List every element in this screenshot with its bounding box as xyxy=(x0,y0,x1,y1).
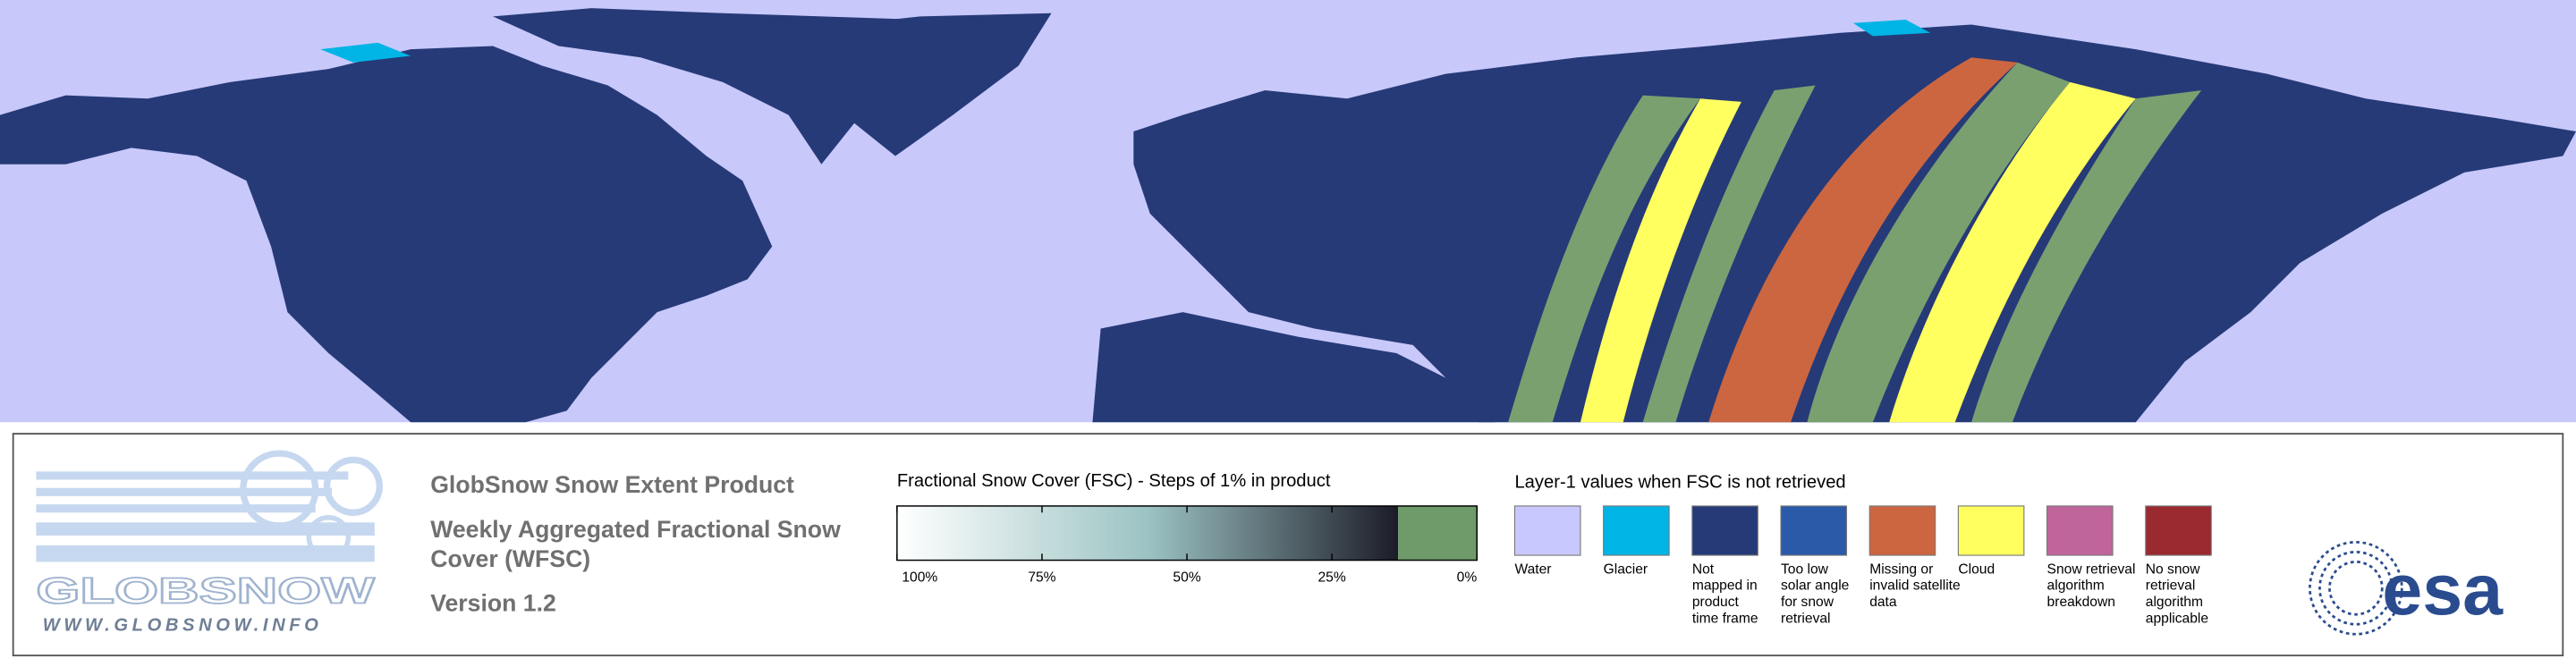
legend-swatch xyxy=(1957,505,2025,556)
colorbar-tick-label: 75% xyxy=(1028,570,1055,585)
legend-label: Cloud xyxy=(1958,561,1995,577)
legend-label: invalid satellite xyxy=(1869,578,1960,594)
legend-label: Snow retrieval xyxy=(2047,561,2136,577)
colorbar-tick-label: 50% xyxy=(1173,570,1200,585)
legend-label: data xyxy=(1869,595,1897,610)
snowflake xyxy=(240,450,319,529)
logo-stripe xyxy=(36,504,316,513)
map xyxy=(0,0,2576,423)
legend-label: algorithm xyxy=(2047,578,2105,594)
logo-stripe xyxy=(36,487,333,496)
product-subtitle: Weekly Aggregated Fractional Snow xyxy=(430,516,841,543)
swath xyxy=(1807,62,2071,423)
logo-stripe xyxy=(36,522,375,536)
colorbar-zero xyxy=(1398,505,1478,561)
legend-label: Water xyxy=(1514,561,1551,577)
greenland xyxy=(772,13,1052,156)
legend-label: retrieval xyxy=(1781,611,1831,626)
africa xyxy=(1092,312,1496,423)
colorbar-tick-label: 25% xyxy=(1318,570,1346,585)
colorbar-tick-label: 0% xyxy=(1457,570,1478,585)
legend-label: retrieval xyxy=(2146,578,2196,594)
legend-swatch xyxy=(2145,505,2212,556)
esa-ring xyxy=(2318,551,2394,626)
snowflake xyxy=(306,515,352,560)
swath xyxy=(1642,85,1816,423)
swath xyxy=(1971,90,2202,423)
legend-label: solar angle xyxy=(1781,578,1849,594)
legend-label: mapped in xyxy=(1692,578,1758,594)
legend-label: algorithm xyxy=(2146,595,2203,610)
logo-url: WWW.GLOBSNOW.INFO xyxy=(43,616,323,636)
snowflake xyxy=(323,456,383,516)
logo-name: GLOBSNOW xyxy=(36,570,376,611)
legend-label: No snow xyxy=(2146,561,2200,577)
legend-label: time frame xyxy=(1692,611,1758,626)
legend-swatch xyxy=(1780,505,1848,556)
glacier xyxy=(1852,20,1931,37)
colorbar-tick-label: 100% xyxy=(902,570,937,585)
esa-ring xyxy=(2309,540,2403,636)
colorbar-gradient xyxy=(896,505,1399,561)
legend-label: Glacier xyxy=(1604,561,1648,577)
legend-label: for snow xyxy=(1781,595,1835,610)
colorbar: 100% 75% 50% 25% 0% xyxy=(896,505,1478,585)
esa-ring xyxy=(2328,561,2384,616)
product-subtitle: Cover (WFSC) xyxy=(430,545,590,572)
north-america xyxy=(0,46,773,423)
legend-label: applicable xyxy=(2146,611,2208,626)
legend-label: product xyxy=(1692,595,1740,610)
legend-swatch xyxy=(1603,505,1670,556)
legend-swatch xyxy=(1868,505,1936,556)
legend-label: Missing or xyxy=(1869,561,1933,577)
esa-text: esa xyxy=(2382,550,2504,630)
swath xyxy=(1580,98,1741,423)
glacier xyxy=(320,42,411,63)
product-version: Version 1.2 xyxy=(430,590,556,617)
swath xyxy=(1708,57,2018,423)
product-title: GlobSnow Snow Extent Product xyxy=(430,471,794,498)
legend-swatch xyxy=(1513,505,1581,556)
legend-swatch xyxy=(1691,505,1758,556)
logo-stripe xyxy=(36,471,349,480)
legend-label: breakdown xyxy=(2047,595,2115,610)
globsnow-logo: GLOBSNOW WWW.GLOBSNOW.INFO xyxy=(35,450,383,636)
swath xyxy=(1508,95,1701,423)
swath xyxy=(1889,81,2136,423)
colorbar-title: Fractional Snow Cover (FSC) - Steps of 1… xyxy=(897,471,1331,491)
legend-label: Not xyxy=(1692,561,1715,577)
logo-stripe xyxy=(36,545,375,562)
legend-label: Too low xyxy=(1781,561,1829,577)
layer-legend-title: Layer-1 values when FSC is not retrieved xyxy=(1514,473,1845,493)
legend-swatch xyxy=(2046,505,2114,556)
esa-logo: esa xyxy=(2309,540,2504,636)
